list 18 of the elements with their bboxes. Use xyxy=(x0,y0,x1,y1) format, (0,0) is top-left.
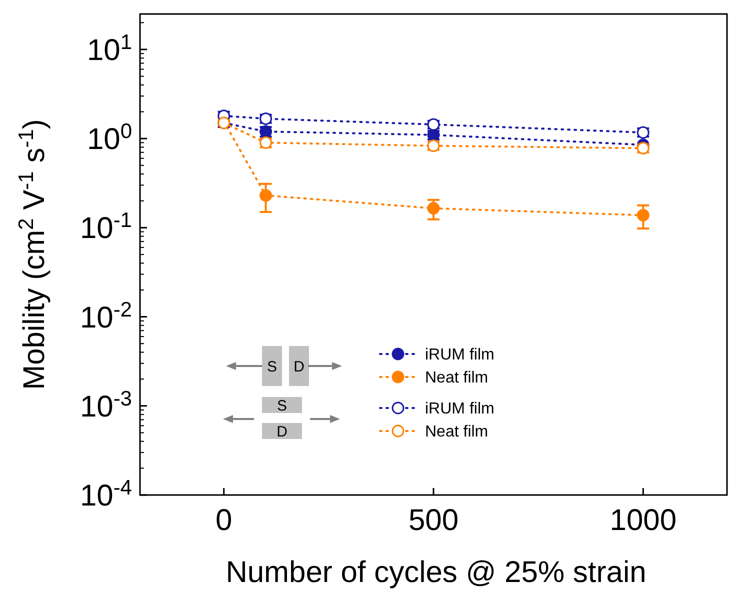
annotation: S xyxy=(266,358,278,376)
annotation: D xyxy=(276,423,288,440)
y-tick-label: 10$^{-2}$ xyxy=(80,298,132,334)
legend-label: iRUM film xyxy=(425,400,494,418)
y-tick-label: 10$^{-4}$ xyxy=(80,476,132,512)
annotation: D xyxy=(294,358,305,376)
x-axis-title: Number of cycles @ 25% strain xyxy=(226,556,646,589)
x-tick-label: 0 xyxy=(216,504,232,537)
x-tick-label: 1000 xyxy=(610,504,677,537)
y-tick-label: 10$^{-3}$ xyxy=(80,386,132,424)
annotation: S xyxy=(276,397,288,414)
x-tick-label: 500 xyxy=(408,504,459,537)
legend-label: Neat film xyxy=(425,424,488,441)
y-tick-label: 10$^{0}$ xyxy=(86,120,132,156)
legend-label: Neat film xyxy=(425,370,488,387)
y-tick-label: 10$^{-1}$ xyxy=(80,208,132,246)
legend-label: iRUM film xyxy=(425,346,494,364)
y-tick-label: 10$^{1}$ xyxy=(86,30,132,67)
